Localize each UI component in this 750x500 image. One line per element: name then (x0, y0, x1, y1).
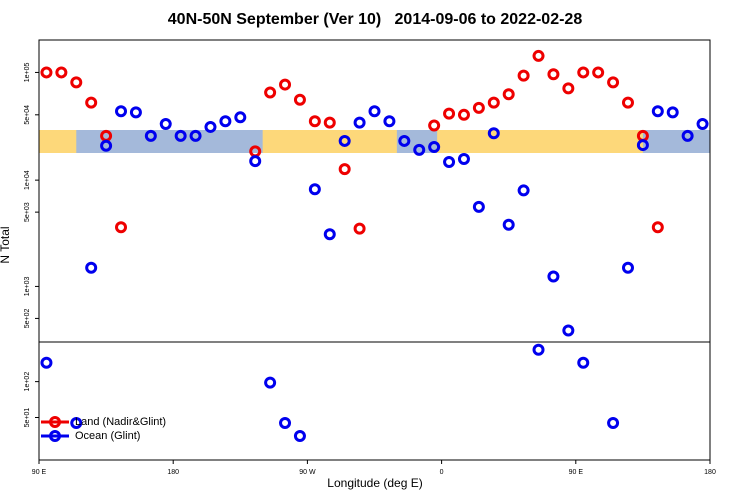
point (428, 141, 441, 154)
point (472, 101, 485, 114)
x-tick-label: 180 (704, 469, 716, 476)
x-tick-label: 180 (167, 469, 179, 476)
point (562, 82, 575, 95)
point (70, 416, 83, 429)
point (308, 115, 321, 128)
point (85, 96, 98, 109)
point (100, 139, 113, 152)
point (517, 69, 530, 82)
point (323, 228, 336, 241)
point (115, 221, 128, 234)
map-ocean (173, 134, 204, 149)
point (338, 134, 351, 147)
point (487, 96, 500, 109)
point (502, 88, 515, 101)
point (487, 127, 500, 140)
point (189, 129, 202, 142)
point (219, 115, 232, 128)
point (249, 155, 262, 168)
point (234, 111, 247, 124)
point (532, 49, 545, 62)
y-tick-label: 1e+05 (24, 63, 31, 83)
legend-label: Ocean (Glint) (75, 430, 140, 442)
point (651, 105, 664, 118)
y-tick-label: 1e+03 (24, 276, 31, 296)
point (607, 416, 620, 429)
point (607, 76, 620, 89)
point (40, 66, 53, 79)
point (70, 76, 83, 89)
point (651, 221, 664, 234)
point (443, 107, 456, 120)
point (368, 105, 381, 118)
point (55, 66, 68, 79)
point (428, 119, 441, 132)
point (323, 116, 336, 129)
x-tick-label: 0 (440, 469, 444, 476)
point (577, 66, 590, 79)
point (293, 93, 306, 106)
point (264, 86, 277, 99)
legend-marker (49, 430, 61, 442)
point (621, 261, 634, 274)
point (472, 200, 485, 213)
legend-label: Land (Nadir&Glint) (75, 416, 166, 428)
point (666, 106, 679, 119)
point (502, 218, 515, 231)
point (547, 68, 560, 81)
point (517, 184, 530, 197)
point (279, 78, 292, 91)
point (398, 134, 411, 147)
point (308, 183, 321, 196)
y-tick-label: 5e+04 (24, 105, 31, 125)
point (577, 356, 590, 369)
point (264, 376, 277, 389)
point (621, 96, 634, 109)
point (443, 156, 456, 169)
point (338, 163, 351, 176)
point (636, 139, 649, 152)
map-ocean (76, 130, 263, 153)
point (532, 343, 545, 356)
point (353, 222, 366, 235)
map-ocean (642, 130, 710, 153)
point (592, 66, 605, 79)
point (696, 118, 709, 131)
y-tick-label: 5e+01 (24, 408, 31, 428)
point (85, 261, 98, 274)
x-axis-label: Longitude (deg E) (327, 476, 422, 490)
y-tick-label: 5e+02 (24, 308, 31, 328)
legend-marker (49, 416, 61, 428)
point (383, 115, 396, 128)
point (413, 143, 426, 156)
point (457, 153, 470, 166)
point (115, 105, 128, 118)
x-tick-label: 90 E (569, 469, 584, 476)
point (293, 429, 306, 442)
point (204, 120, 217, 133)
point (159, 118, 172, 131)
y-tick-label: 5e+03 (24, 202, 31, 222)
point (353, 116, 366, 129)
x-tick-label: 90 W (299, 469, 316, 476)
y-axis-label: N Total (0, 226, 12, 263)
x-tick-label: 90 E (32, 469, 47, 476)
point (40, 356, 53, 369)
plot-frame (38, 39, 711, 461)
point (457, 108, 470, 121)
point (174, 129, 187, 142)
point (129, 106, 142, 119)
point (562, 324, 575, 337)
point (547, 270, 560, 283)
point (279, 416, 292, 429)
y-tick-label: 1e+02 (24, 372, 31, 392)
y-tick-label: 1e+04 (24, 170, 31, 190)
chart-title: 40N-50N September (Ver 10) 2014-09-06 to… (168, 11, 583, 28)
point (144, 129, 157, 142)
point (681, 129, 694, 142)
